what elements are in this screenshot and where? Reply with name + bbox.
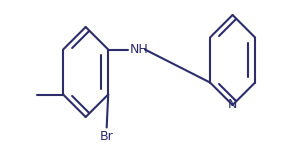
Text: N: N bbox=[228, 99, 237, 111]
Text: NH: NH bbox=[130, 43, 148, 56]
Text: Br: Br bbox=[100, 130, 114, 144]
